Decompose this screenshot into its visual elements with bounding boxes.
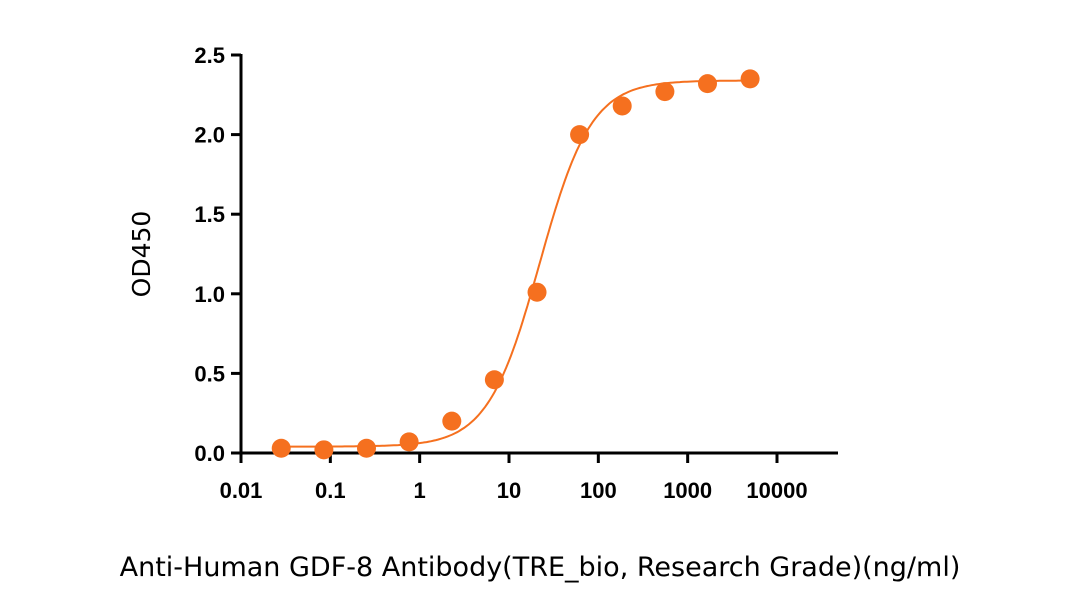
data-point <box>271 438 291 458</box>
data-point <box>697 74 717 94</box>
x-tick-label: 10 <box>497 478 521 503</box>
x-tick-label: 100 <box>580 478 617 503</box>
data-points <box>271 69 760 460</box>
y-tick-label: 2.5 <box>194 43 225 68</box>
y-tick-label: 1.0 <box>194 282 225 307</box>
data-point <box>314 440 334 460</box>
data-point <box>570 125 590 145</box>
y-axis-ticks: 0.0 0.5 1.0 1.5 2.0 2.5 <box>194 43 241 466</box>
x-axis-ticks: 0.01 0.1 1 10 100 1000 10000 <box>220 453 808 503</box>
y-tick-label: 2.0 <box>194 123 225 148</box>
data-point <box>740 69 760 89</box>
y-tick-label: 1.5 <box>194 202 225 227</box>
data-point <box>484 370 504 390</box>
x-tick-label: 1 <box>414 478 426 503</box>
x-tick-label: 1000 <box>663 478 712 503</box>
x-tick-label: 0.01 <box>220 478 263 503</box>
x-tick-label: 0.1 <box>315 478 346 503</box>
data-point <box>612 96 632 116</box>
fit-curve <box>281 79 751 448</box>
data-point <box>442 411 462 431</box>
data-point <box>527 282 547 302</box>
axes <box>239 54 838 455</box>
y-tick-label: 0.0 <box>194 441 225 466</box>
data-point <box>399 432 419 452</box>
x-tick-label: 10000 <box>746 478 807 503</box>
x-axis-label: Anti-Human GDF-8 Antibody(TRE_bio, Resea… <box>120 552 961 583</box>
data-point <box>655 82 675 102</box>
data-point <box>356 438 376 458</box>
y-axis-label: OD450 <box>127 211 156 298</box>
y-tick-label: 0.5 <box>194 361 225 386</box>
